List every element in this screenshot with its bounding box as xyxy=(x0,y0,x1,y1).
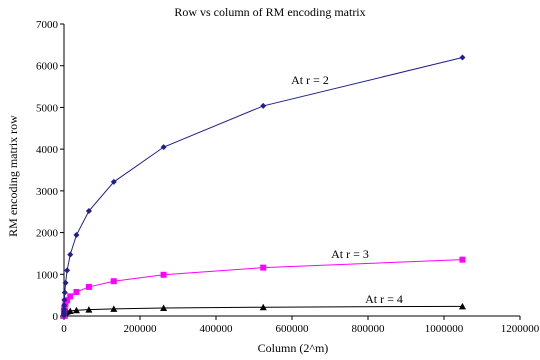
series-point xyxy=(85,283,92,290)
y-tick-label: 1000 xyxy=(36,269,59,281)
series-point xyxy=(85,208,92,215)
series-label: At r = 4 xyxy=(365,292,403,306)
y-tick-label: 5000 xyxy=(36,102,59,114)
series-point xyxy=(61,296,68,303)
series-point xyxy=(64,297,71,304)
series-point xyxy=(459,256,466,263)
plot-area: 0 1000 2000 3000 4000 5000 6000 7000 0 200000 4000… xyxy=(36,19,540,335)
series-point xyxy=(72,306,80,314)
series-point xyxy=(61,302,68,309)
series-point xyxy=(73,232,80,239)
series-point xyxy=(73,288,80,295)
series-point xyxy=(66,307,74,314)
series-point xyxy=(62,300,69,307)
x-tick-label: 200000 xyxy=(124,323,158,335)
x-tick-label: 400000 xyxy=(200,323,234,335)
series-point xyxy=(260,102,267,109)
series-point xyxy=(259,303,267,311)
x-tick-label: 1200000 xyxy=(501,323,540,335)
series-point xyxy=(110,305,118,312)
y-tick-label: 4000 xyxy=(36,144,59,156)
series-point xyxy=(85,306,93,313)
y-tick-label: 0 xyxy=(53,311,59,323)
series-point xyxy=(67,251,74,258)
series-point xyxy=(61,289,68,296)
x-tick-label: 0 xyxy=(61,323,67,335)
series-point xyxy=(110,178,117,185)
series-point xyxy=(160,271,167,278)
series-point xyxy=(110,278,117,285)
series-line xyxy=(63,57,463,316)
y-tick-label: 7000 xyxy=(36,19,59,31)
series-point xyxy=(67,293,74,300)
series-point xyxy=(458,302,466,310)
series-point xyxy=(61,306,68,313)
y-axis-label: RM encoding matrix row xyxy=(6,115,20,237)
series-point xyxy=(64,267,71,274)
y-tick-label: 3000 xyxy=(36,186,59,198)
x-tick-label: 800000 xyxy=(352,323,386,335)
series-point xyxy=(160,304,168,312)
series-label: At r = 2 xyxy=(291,73,329,87)
y-tick-label: 6000 xyxy=(36,61,59,73)
series-point xyxy=(160,144,167,151)
x-axis-label: Column (2^m) xyxy=(258,341,329,355)
series-point xyxy=(459,54,466,61)
series-point xyxy=(62,279,69,286)
series-point xyxy=(260,264,267,271)
y-tick-label: 2000 xyxy=(36,228,59,240)
chart-title: Row vs column of RM encoding matrix xyxy=(174,5,365,19)
series-label: At r = 3 xyxy=(331,247,369,261)
x-tick-label: 600000 xyxy=(276,323,310,335)
x-tick-label: 1000000 xyxy=(425,323,464,335)
